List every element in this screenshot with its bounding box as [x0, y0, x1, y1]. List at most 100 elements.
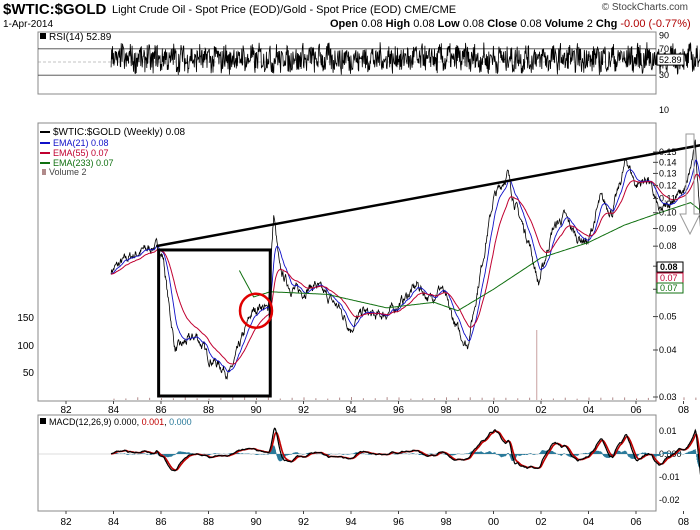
hist-value: 0.000	[169, 417, 192, 427]
volume-bar	[161, 398, 162, 400]
macd-prefix: MACD(12,26,9)	[49, 417, 112, 427]
macd-line	[110, 427, 700, 476]
macd-group: 0.010.000-0.01-0.02	[38, 426, 700, 505]
low-value: 0.08	[462, 18, 485, 30]
price-panel	[37, 122, 657, 402]
rsi-legend-swatch	[40, 33, 46, 39]
volume-bar	[647, 397, 649, 400]
last-value-tag-label: 0.08	[660, 262, 678, 272]
rsi-tick-label: 70	[659, 44, 669, 54]
volume-bar	[339, 397, 341, 400]
annotation-circle	[238, 292, 274, 329]
volume-bar	[517, 398, 519, 400]
x-tick-label: 84	[108, 517, 120, 528]
volume-bar	[671, 398, 673, 400]
ema55-line	[110, 173, 700, 365]
volume-bar	[279, 398, 281, 400]
rsi-group: 907050301052.89	[38, 31, 700, 115]
price-tick-label: 0.08	[659, 241, 677, 251]
volume-bar	[564, 397, 566, 400]
x-tick-label: 86	[155, 517, 167, 528]
volume-bar	[208, 398, 210, 400]
volume-bar	[434, 398, 436, 400]
macd-histogram	[111, 445, 700, 470]
volume-bar	[184, 397, 186, 400]
open-label: Open	[330, 18, 359, 30]
x-tick-label: 96	[393, 517, 405, 528]
x-tick-label: 86	[155, 405, 167, 416]
ema21-line	[110, 159, 700, 372]
macd-label: MACD(12,26,9) 0.000, 0.001, 0.000	[49, 417, 192, 427]
volume-bar	[600, 397, 602, 400]
volume-bar	[386, 397, 388, 400]
price-tick-label: 0.04	[659, 345, 677, 355]
rsi-tick-label: 10	[659, 105, 669, 115]
stockcharts-logo[interactable]: © StockCharts.com	[601, 2, 688, 13]
x-tick-label: 06	[630, 405, 642, 416]
axes-group: 0.150.140.130.120.110.100.090.080.070.06…	[17, 133, 700, 528]
x-tick-label: 90	[250, 517, 262, 528]
volume-bar	[683, 397, 685, 400]
high-label: High	[385, 18, 411, 30]
volume-axis-label: 100	[17, 341, 34, 352]
ema233-line	[238, 202, 700, 312]
volume-bar	[125, 398, 127, 400]
volume-legend-swatch	[42, 169, 46, 175]
macd-tick-label: -0.01	[659, 472, 680, 482]
close-label: Close	[487, 18, 518, 30]
x-tick-label: 92	[298, 405, 310, 416]
macd-tick-label: 0.01	[659, 426, 677, 436]
rsi-tick-label: 30	[659, 70, 669, 80]
x-tick-label: 94	[345, 517, 357, 528]
volume-bar	[220, 397, 222, 400]
x-tick-label: 94	[345, 405, 357, 416]
rsi-label: RSI(14) 52.89	[49, 32, 112, 43]
ratio-line	[110, 139, 700, 380]
volume-bar	[232, 397, 234, 400]
volume-bar	[196, 398, 198, 400]
volume-bar	[315, 398, 317, 400]
volume-label: Volume	[544, 18, 584, 30]
volume-bar	[303, 397, 305, 400]
volume-bar	[422, 398, 424, 400]
rsi-value-tag-label: 52.89	[659, 55, 682, 65]
last-value-tag	[656, 282, 684, 294]
volume-bar	[529, 397, 531, 400]
volume-bar	[172, 398, 174, 400]
price-tick-label: 0.05	[659, 312, 677, 322]
volume-bar	[457, 397, 459, 400]
price-tick-label: 0.14	[659, 157, 677, 167]
macd-value: 0.000	[114, 417, 137, 427]
volume-bar	[541, 398, 542, 400]
x-tick-label: 98	[440, 517, 452, 528]
last-value-tag-label: 0.07	[660, 273, 678, 283]
volume-axis-label: 50	[23, 368, 35, 379]
x-tick-label: 00	[488, 517, 500, 528]
ratio-legend: $WTIC:$GOLD (Weekly) 0.08	[53, 127, 186, 138]
last-value-tag-label: 0.07	[660, 283, 678, 293]
volume-bar	[351, 397, 352, 400]
callout-arrow-icon	[679, 133, 700, 236]
volume-bar	[291, 397, 293, 400]
x-tick-label: 90	[250, 405, 262, 416]
trendline	[156, 144, 700, 248]
volume-bar	[410, 398, 412, 400]
x-tick-label: 08	[678, 405, 690, 416]
volume-value: 2	[586, 18, 593, 30]
volume-bar	[137, 397, 139, 400]
price-tick-label: 0.12	[659, 180, 677, 190]
volume-bar	[576, 398, 578, 400]
volume-legend: Volume 2	[49, 167, 87, 177]
x-tick-label: 82	[60, 517, 72, 528]
close-value: 0.08	[520, 18, 542, 30]
volume-bar	[636, 398, 637, 400]
volume-bar	[374, 398, 376, 400]
x-tick-label: 00	[488, 405, 500, 416]
macd-legend-swatch	[40, 418, 46, 424]
volume-bar	[149, 397, 151, 400]
price-tick-label: 0.13	[659, 168, 677, 178]
price-group	[110, 139, 700, 400]
rsi-line	[110, 41, 700, 75]
price-tick-label: 0.10	[659, 208, 677, 218]
